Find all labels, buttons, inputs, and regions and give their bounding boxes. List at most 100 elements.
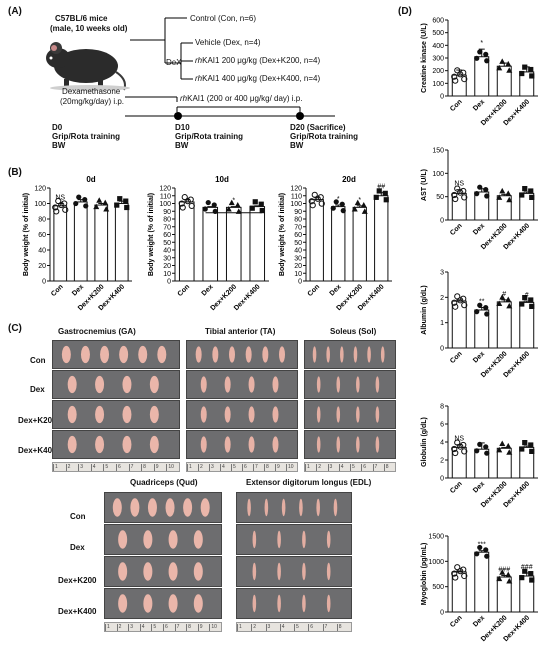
data-point (181, 194, 188, 201)
bar (519, 575, 535, 613)
ruler-tick: 8 (336, 624, 351, 631)
data-point (506, 67, 513, 73)
data-point (505, 442, 512, 449)
muscle-title-ga: Gastrocnemius (GA) (58, 327, 136, 336)
data-point (354, 199, 361, 206)
data-point (457, 568, 464, 575)
chart-title: 0d (86, 175, 95, 184)
muscle-photo-row (52, 430, 180, 459)
panel-label-a: (A) (8, 6, 22, 17)
bar (309, 199, 324, 282)
y-tick-label: 90 (294, 209, 302, 216)
y-axis-label: Globulin (g/dL) (421, 417, 428, 467)
data-point (460, 441, 467, 449)
data-point (102, 199, 109, 206)
ruler-tick: 6 (242, 464, 253, 471)
muscle-sample (80, 345, 90, 364)
data-point (454, 293, 461, 300)
timepoint-d20: D20 (Sacrifice) Grip/Rota training BW (290, 123, 358, 150)
ruler-tick: 8 (141, 464, 154, 471)
data-point (258, 201, 264, 207)
y-tick-label: 50 (294, 240, 302, 247)
data-point (452, 449, 459, 457)
ruler-tick: 1 (305, 464, 316, 471)
muscle-sample (143, 594, 153, 613)
data-point (383, 197, 389, 203)
muscle-title-qud: Quadriceps (Qud) (130, 478, 198, 487)
muscle-samples (118, 530, 203, 549)
ruler-tick: 9 (197, 624, 210, 631)
chart-title: 20d (342, 175, 356, 184)
muscle-photo-row (104, 492, 222, 523)
data-point (483, 444, 489, 450)
muscle-sample (183, 498, 193, 517)
data-point (103, 206, 110, 212)
y-tick-label: 90 (163, 209, 171, 216)
data-point (461, 76, 468, 83)
muscle-sample (316, 406, 321, 423)
data-point (62, 206, 69, 213)
data-point (496, 446, 503, 453)
muscle-title-ta: Tibial anterior (TA) (205, 327, 276, 336)
ruler-tick: 4 (279, 624, 294, 631)
ruler-tick: 5 (350, 464, 361, 471)
x-tick-label: Dex (472, 350, 486, 364)
x-tick-label: Con (449, 480, 464, 495)
y-tick-label: 100 (432, 171, 444, 178)
data-point (496, 575, 503, 582)
data-point (457, 71, 464, 78)
muscle-sample (224, 376, 231, 393)
ruler: 1 2 3 4 5 6 7 8 9 10 (104, 622, 222, 632)
ruler-tick: 6 (162, 624, 175, 631)
muscle-sample (193, 594, 203, 613)
muscle-sample (100, 345, 110, 364)
significance-label: ## (377, 184, 385, 191)
x-tick-label: Con (177, 283, 192, 298)
data-point (202, 206, 208, 212)
muscle-sample (279, 346, 285, 363)
y-tick-label: 120 (290, 186, 302, 193)
y-tick-label: 8 (440, 404, 444, 411)
data-point (457, 443, 464, 450)
y-tick-label: 40 (294, 248, 302, 255)
ruler-tick: 1 (237, 624, 251, 631)
muscle-sample (248, 376, 255, 393)
data-point (309, 202, 316, 209)
muscle-sample (356, 436, 360, 453)
ruler-tick: 6 (361, 464, 372, 471)
muscle-samples (200, 406, 279, 423)
bar (114, 203, 129, 282)
muscle-sample (118, 530, 128, 549)
ruler-tick: 3 (128, 624, 140, 631)
chart-title: 10d (215, 175, 229, 184)
data-point (522, 568, 528, 574)
data-point (505, 296, 512, 302)
data-point (528, 442, 534, 448)
data-point (179, 204, 186, 211)
y-tick-label: 1500 (428, 534, 444, 541)
muscle-sample (336, 406, 341, 423)
dexamethasone-label: Dexamethasone (62, 87, 121, 96)
y-tick-label: 100 (34, 201, 46, 208)
data-point (382, 190, 388, 196)
y-tick-label: 30 (294, 255, 302, 262)
muscle-photo-row (52, 400, 180, 429)
data-point (82, 196, 88, 203)
ruler-tick: 2 (316, 464, 327, 471)
muscle-sample (200, 406, 207, 423)
data-point (314, 195, 321, 202)
data-point (317, 194, 324, 201)
data-point (529, 73, 535, 79)
data-point (228, 199, 235, 206)
data-point (529, 303, 535, 309)
muscle-title-sol: Soleus (Sol) (330, 327, 377, 336)
muscle-samples (67, 435, 159, 454)
x-tick-label: Dex (201, 283, 215, 297)
data-point (308, 198, 315, 205)
bar (451, 571, 467, 613)
muscle-sample (67, 435, 77, 454)
